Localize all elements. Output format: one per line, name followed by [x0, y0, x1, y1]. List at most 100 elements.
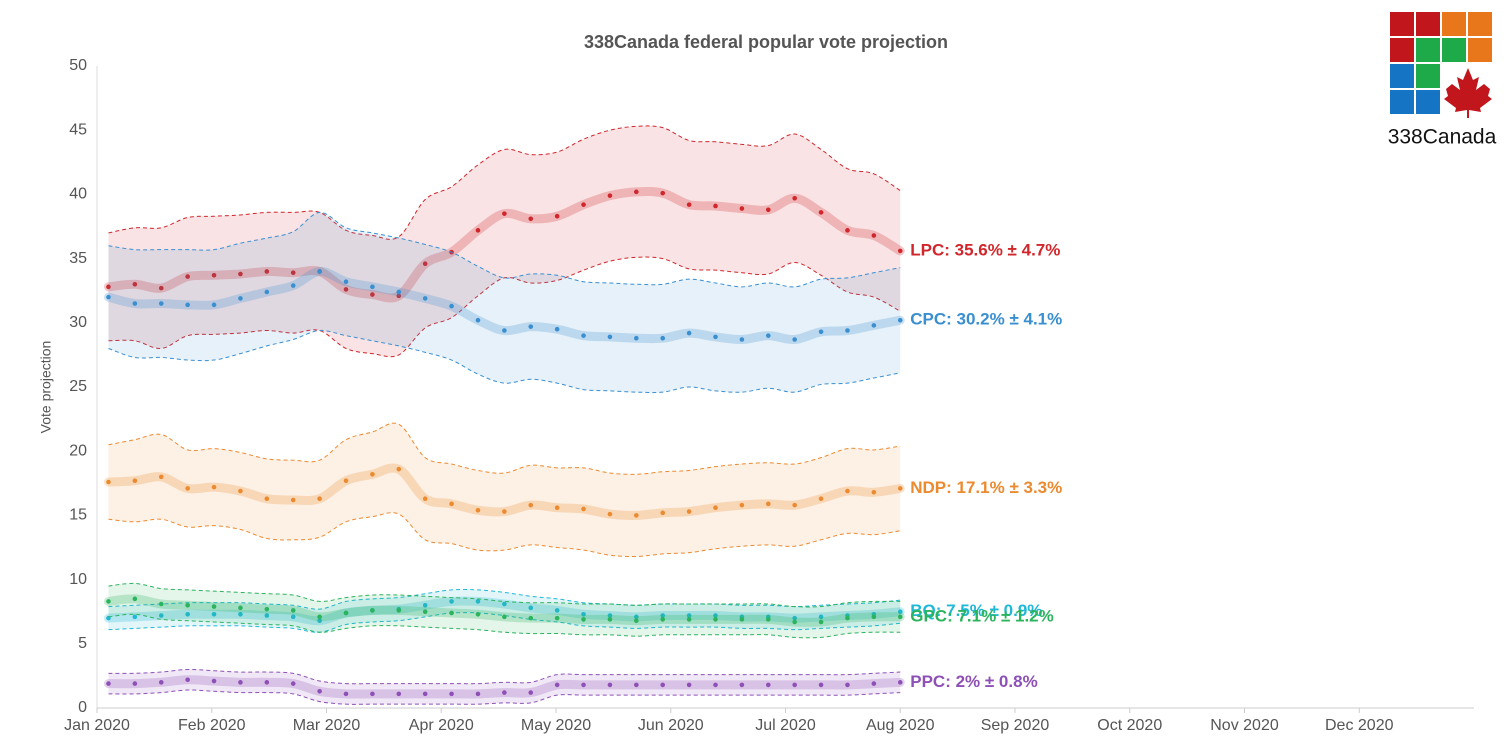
data-point: [449, 610, 454, 616]
data-point: [396, 289, 402, 295]
data-point: [290, 497, 296, 503]
data-point: [290, 614, 296, 620]
data-point: [317, 496, 322, 502]
x-tick-label: Jul 2020: [755, 717, 816, 734]
data-point: [106, 284, 111, 290]
logo-tile: [1416, 38, 1440, 62]
data-point: [264, 680, 270, 685]
data-point: [792, 195, 797, 201]
y-axis-label: Vote projection: [38, 341, 54, 434]
data-point: [871, 681, 877, 686]
data-point: [897, 609, 903, 614]
data-point: [897, 680, 903, 685]
data-point: [792, 337, 797, 342]
data-point: [660, 613, 666, 618]
data-point: [132, 478, 138, 484]
data-point: [370, 608, 375, 613]
series-label: LPC: 35.6% ± 4.7%: [910, 240, 1060, 259]
data-point: [634, 618, 639, 623]
data-point: [475, 507, 481, 513]
data-point: [765, 682, 771, 688]
data-point: [396, 608, 402, 613]
data-point: [554, 608, 560, 613]
data-point: [238, 488, 243, 494]
data-point: [581, 506, 586, 512]
logo-tile: [1468, 38, 1492, 62]
x-tick-label: Aug 2020: [866, 717, 935, 734]
data-point: [660, 510, 666, 516]
data-point: [158, 601, 164, 607]
data-point: [502, 211, 507, 216]
data-point: [897, 248, 903, 254]
data-point: [871, 323, 877, 328]
data-point: [158, 680, 164, 685]
error-band: [108, 583, 901, 638]
error-band: [108, 423, 901, 557]
data-point: [607, 511, 613, 517]
data-point: [264, 496, 270, 502]
data-point: [686, 682, 692, 688]
data-point: [660, 682, 666, 688]
data-point: [686, 617, 692, 622]
logo-tile: [1416, 90, 1440, 114]
data-point: [343, 478, 349, 484]
data-point: [581, 611, 586, 617]
series: BQ: 7.5% ± 0.9%: [103, 588, 1042, 633]
y-tick-label: 25: [69, 378, 87, 395]
y-tick-label: 10: [69, 571, 87, 588]
data-point: [238, 296, 243, 301]
data-point: [343, 279, 349, 285]
data-point: [211, 302, 217, 308]
data-point: [475, 611, 481, 617]
x-tick-label: Apr 2020: [409, 717, 474, 734]
data-point: [396, 691, 402, 697]
data-point: [607, 682, 613, 688]
data-point: [132, 681, 138, 686]
data-point: [185, 274, 190, 279]
data-point: [185, 677, 190, 683]
data-point: [185, 602, 190, 608]
data-point: [713, 682, 718, 688]
data-point: [739, 682, 745, 688]
data-point: [792, 615, 797, 621]
error-band: [108, 589, 901, 633]
data-point: [132, 614, 138, 620]
data-point: [502, 690, 507, 695]
x-tick-label: Mar 2020: [293, 717, 361, 734]
logo: 338Canada: [1388, 12, 1497, 149]
data-point: [317, 269, 322, 274]
data-point: [765, 501, 771, 507]
data-point: [211, 272, 217, 278]
data-point: [528, 502, 534, 508]
x-tick-label: Nov 2020: [1210, 717, 1279, 734]
data-point: [871, 614, 877, 620]
data-point: [739, 206, 745, 211]
logo-tile: [1390, 90, 1414, 114]
data-point: [686, 330, 692, 336]
data-point: [528, 690, 534, 695]
data-point: [185, 486, 190, 491]
data-point: [818, 329, 824, 335]
data-point: [290, 681, 296, 686]
logo-tile: [1416, 64, 1440, 88]
x-tick-label: Feb 2020: [178, 717, 246, 734]
data-point: [158, 474, 164, 480]
data-point: [581, 202, 586, 207]
data-point: [290, 270, 296, 276]
series: CPC: 30.2% ± 4.1%: [103, 211, 1062, 394]
series-label: GPC: 7.1% ± 1.2%: [910, 606, 1054, 625]
data-point: [581, 617, 586, 622]
data-point: [765, 333, 771, 338]
data-point: [554, 615, 560, 621]
data-point: [713, 334, 718, 340]
data-point: [475, 599, 481, 604]
data-point: [792, 682, 797, 688]
data-point: [106, 294, 111, 300]
data-point: [158, 613, 164, 618]
data-point: [106, 479, 111, 485]
maple-leaf: [1444, 68, 1492, 118]
data-point: [660, 335, 666, 341]
data-point: [317, 618, 322, 623]
